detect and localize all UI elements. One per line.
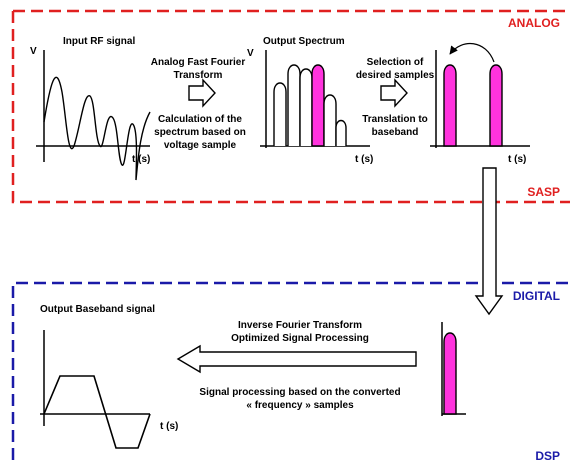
output-spectrum-plot: Output Spectrum V t (s) (247, 36, 373, 165)
spectrum-bar (287, 64, 301, 146)
calc-label-line2: spectrum based on (154, 127, 246, 138)
spectrum-bar-selected (311, 64, 325, 147)
v-axis-label: V (30, 46, 37, 57)
analog-section-border (11, 9, 570, 204)
input-rf-plot: Input RF signal V t (s) (30, 36, 151, 181)
translation-label-line1: Translation to (362, 114, 428, 125)
selection-arrow (380, 78, 408, 108)
ift-label-line2: Optimized Signal Processing (231, 333, 369, 344)
t-axis-label: t (s) (132, 154, 150, 165)
t-axis-label: t (s) (160, 421, 178, 432)
spectrum-bar (323, 94, 337, 146)
calc-label-line1: Calculation of the (158, 114, 242, 125)
digital-sample-plot (441, 322, 466, 416)
selection-label-line1: Selection of (367, 57, 424, 68)
sample-bar-original (489, 64, 503, 147)
fft-label-line1: Analog Fast Fourier (151, 57, 246, 68)
spectrum-title: Output Spectrum (263, 36, 345, 47)
fft-arrow (188, 78, 216, 108)
t-axis-label: t (s) (355, 154, 373, 165)
calc-label-line3: voltage sample (164, 140, 237, 151)
digital-section-border (11, 281, 570, 460)
processing-label-line2: « frequency » samples (246, 400, 354, 411)
processing-label-line1: Signal processing based on the converted (199, 387, 400, 398)
fft-label-line2: Transform (174, 70, 223, 81)
baseband-sample-bar (443, 332, 457, 415)
ift-label-line1: Inverse Fourier Transform (238, 320, 362, 331)
sasp-label: SASP (527, 185, 560, 199)
selection-label-line2: desired samples (356, 70, 435, 81)
t-axis-label: t (s) (508, 154, 526, 165)
selected-samples-plot: t (s) (430, 42, 530, 165)
processing-arrow-left (176, 344, 417, 374)
input-rf-title: Input RF signal (63, 36, 135, 47)
baseband-title: Output Baseband signal (40, 304, 155, 315)
rf-signal-waveform (43, 76, 151, 181)
conversion-arrow-down (474, 167, 504, 316)
output-baseband-plot: Output Baseband signal t (s) (40, 304, 178, 449)
analog-label: ANALOG (508, 16, 560, 30)
spectrum-bar (299, 68, 313, 146)
translation-curve-arrow (449, 42, 495, 63)
digital-label: DIGITAL (513, 289, 560, 303)
spectrum-bar (273, 82, 287, 146)
sample-bar-baseband (443, 64, 457, 147)
v-axis-label: V (247, 48, 254, 59)
baseband-waveform (43, 375, 151, 449)
spectrum-bar (335, 119, 347, 146)
dsp-label: DSP (535, 449, 560, 463)
translation-label-line2: baseband (372, 127, 419, 138)
